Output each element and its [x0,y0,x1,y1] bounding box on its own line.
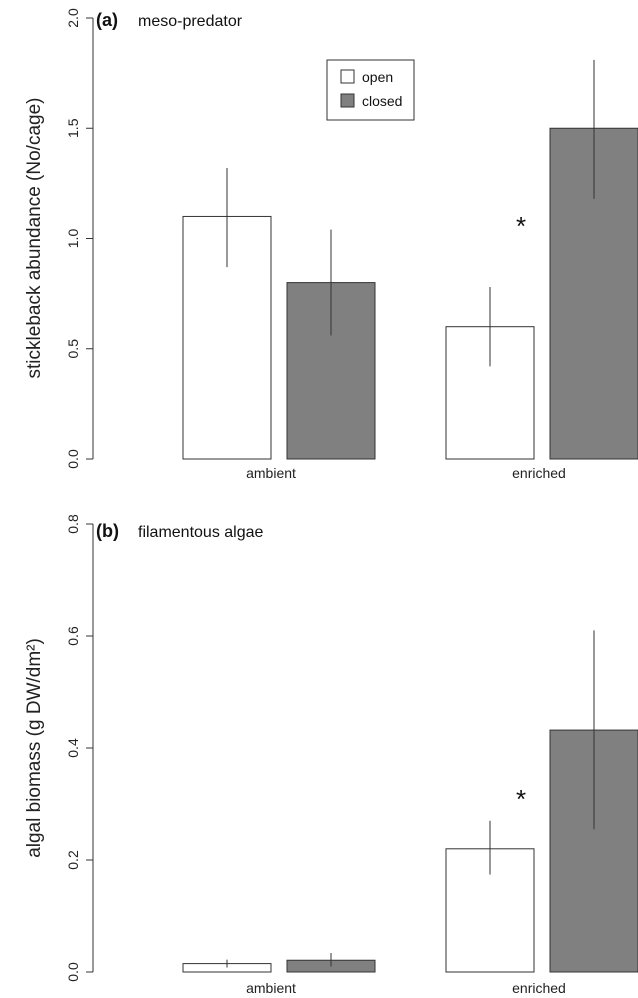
significance-marker: * [516,211,526,241]
panel-letter: (b) [96,521,119,541]
x-category-label: ambient [246,465,296,481]
y-tick-label: 0.4 [65,738,81,758]
y-tick-label: 0.8 [65,514,81,534]
y-tick-label: 0.6 [65,626,81,646]
legend-swatch-closed [340,93,355,108]
y-tick-label: 1.5 [65,118,81,138]
x-category-label: ambient [246,980,296,996]
x-category-label: enriched [512,980,566,996]
legend-swatch-open [340,69,355,84]
legend-label: closed [362,93,402,109]
panel-title: filamentous algae [138,524,264,541]
y-tick-label: 1.0 [65,229,81,249]
x-category-label: enriched [512,465,566,481]
y-tick-label: 0.0 [65,962,81,982]
y-tick-label: 0.2 [65,850,81,870]
panel-title: meso-predator [138,13,243,30]
y-tick-label: 2.0 [65,8,81,28]
y-axis-title: algal biomass (g DW/dm²) [24,638,45,858]
y-tick-label: 0.5 [65,339,81,359]
y-axis-title: stickleback abundance (No/cage) [24,98,45,379]
panel-letter: (a) [96,10,118,30]
y-tick-label: 0.0 [65,449,81,469]
significance-marker: * [516,784,526,814]
legend-label: open [362,69,393,85]
